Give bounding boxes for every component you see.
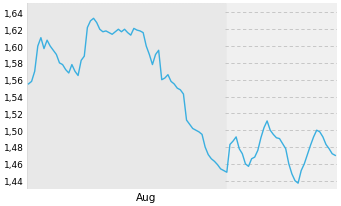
- Bar: [108, 4, 110, 189]
- Bar: [152, 4, 154, 189]
- Bar: [198, 4, 201, 189]
- Bar: [133, 4, 135, 189]
- Bar: [59, 4, 61, 189]
- Bar: [34, 4, 36, 189]
- Bar: [28, 4, 30, 189]
- Bar: [183, 4, 185, 189]
- Bar: [49, 4, 51, 189]
- Bar: [192, 4, 194, 189]
- Bar: [201, 4, 204, 189]
- Bar: [167, 4, 169, 189]
- Bar: [220, 4, 222, 189]
- Bar: [77, 4, 79, 189]
- Bar: [139, 4, 142, 189]
- Bar: [99, 4, 101, 189]
- Bar: [204, 4, 207, 189]
- Bar: [43, 4, 45, 189]
- Bar: [161, 4, 163, 189]
- Bar: [115, 4, 117, 189]
- Bar: [56, 4, 58, 189]
- Bar: [84, 4, 86, 189]
- Bar: [93, 4, 95, 189]
- Bar: [62, 4, 64, 189]
- Bar: [173, 4, 176, 189]
- Bar: [130, 4, 132, 189]
- Bar: [180, 4, 182, 189]
- Bar: [65, 4, 67, 189]
- Bar: [80, 4, 83, 189]
- Bar: [214, 4, 216, 189]
- Bar: [189, 4, 191, 189]
- Bar: [96, 4, 98, 189]
- Bar: [74, 4, 76, 189]
- Bar: [176, 4, 179, 189]
- Bar: [118, 4, 120, 189]
- Bar: [210, 4, 213, 189]
- Bar: [40, 4, 42, 189]
- Bar: [143, 4, 145, 189]
- Bar: [112, 4, 114, 189]
- Bar: [105, 4, 107, 189]
- Bar: [37, 4, 39, 189]
- Bar: [149, 4, 151, 189]
- Bar: [53, 4, 55, 189]
- Bar: [146, 4, 148, 189]
- Bar: [158, 4, 160, 189]
- Bar: [121, 4, 123, 189]
- Bar: [170, 4, 173, 189]
- Bar: [27, 4, 225, 189]
- Bar: [164, 4, 166, 189]
- Bar: [136, 4, 138, 189]
- Bar: [71, 4, 73, 189]
- Bar: [155, 4, 157, 189]
- Bar: [186, 4, 188, 189]
- Bar: [46, 4, 48, 189]
- Bar: [87, 4, 89, 189]
- Bar: [31, 4, 33, 189]
- Bar: [68, 4, 70, 189]
- Bar: [102, 4, 104, 189]
- Bar: [124, 4, 126, 189]
- Bar: [90, 4, 92, 189]
- Bar: [217, 4, 219, 189]
- Bar: [223, 4, 225, 189]
- Bar: [207, 4, 210, 189]
- Bar: [195, 4, 197, 189]
- Bar: [127, 4, 129, 189]
